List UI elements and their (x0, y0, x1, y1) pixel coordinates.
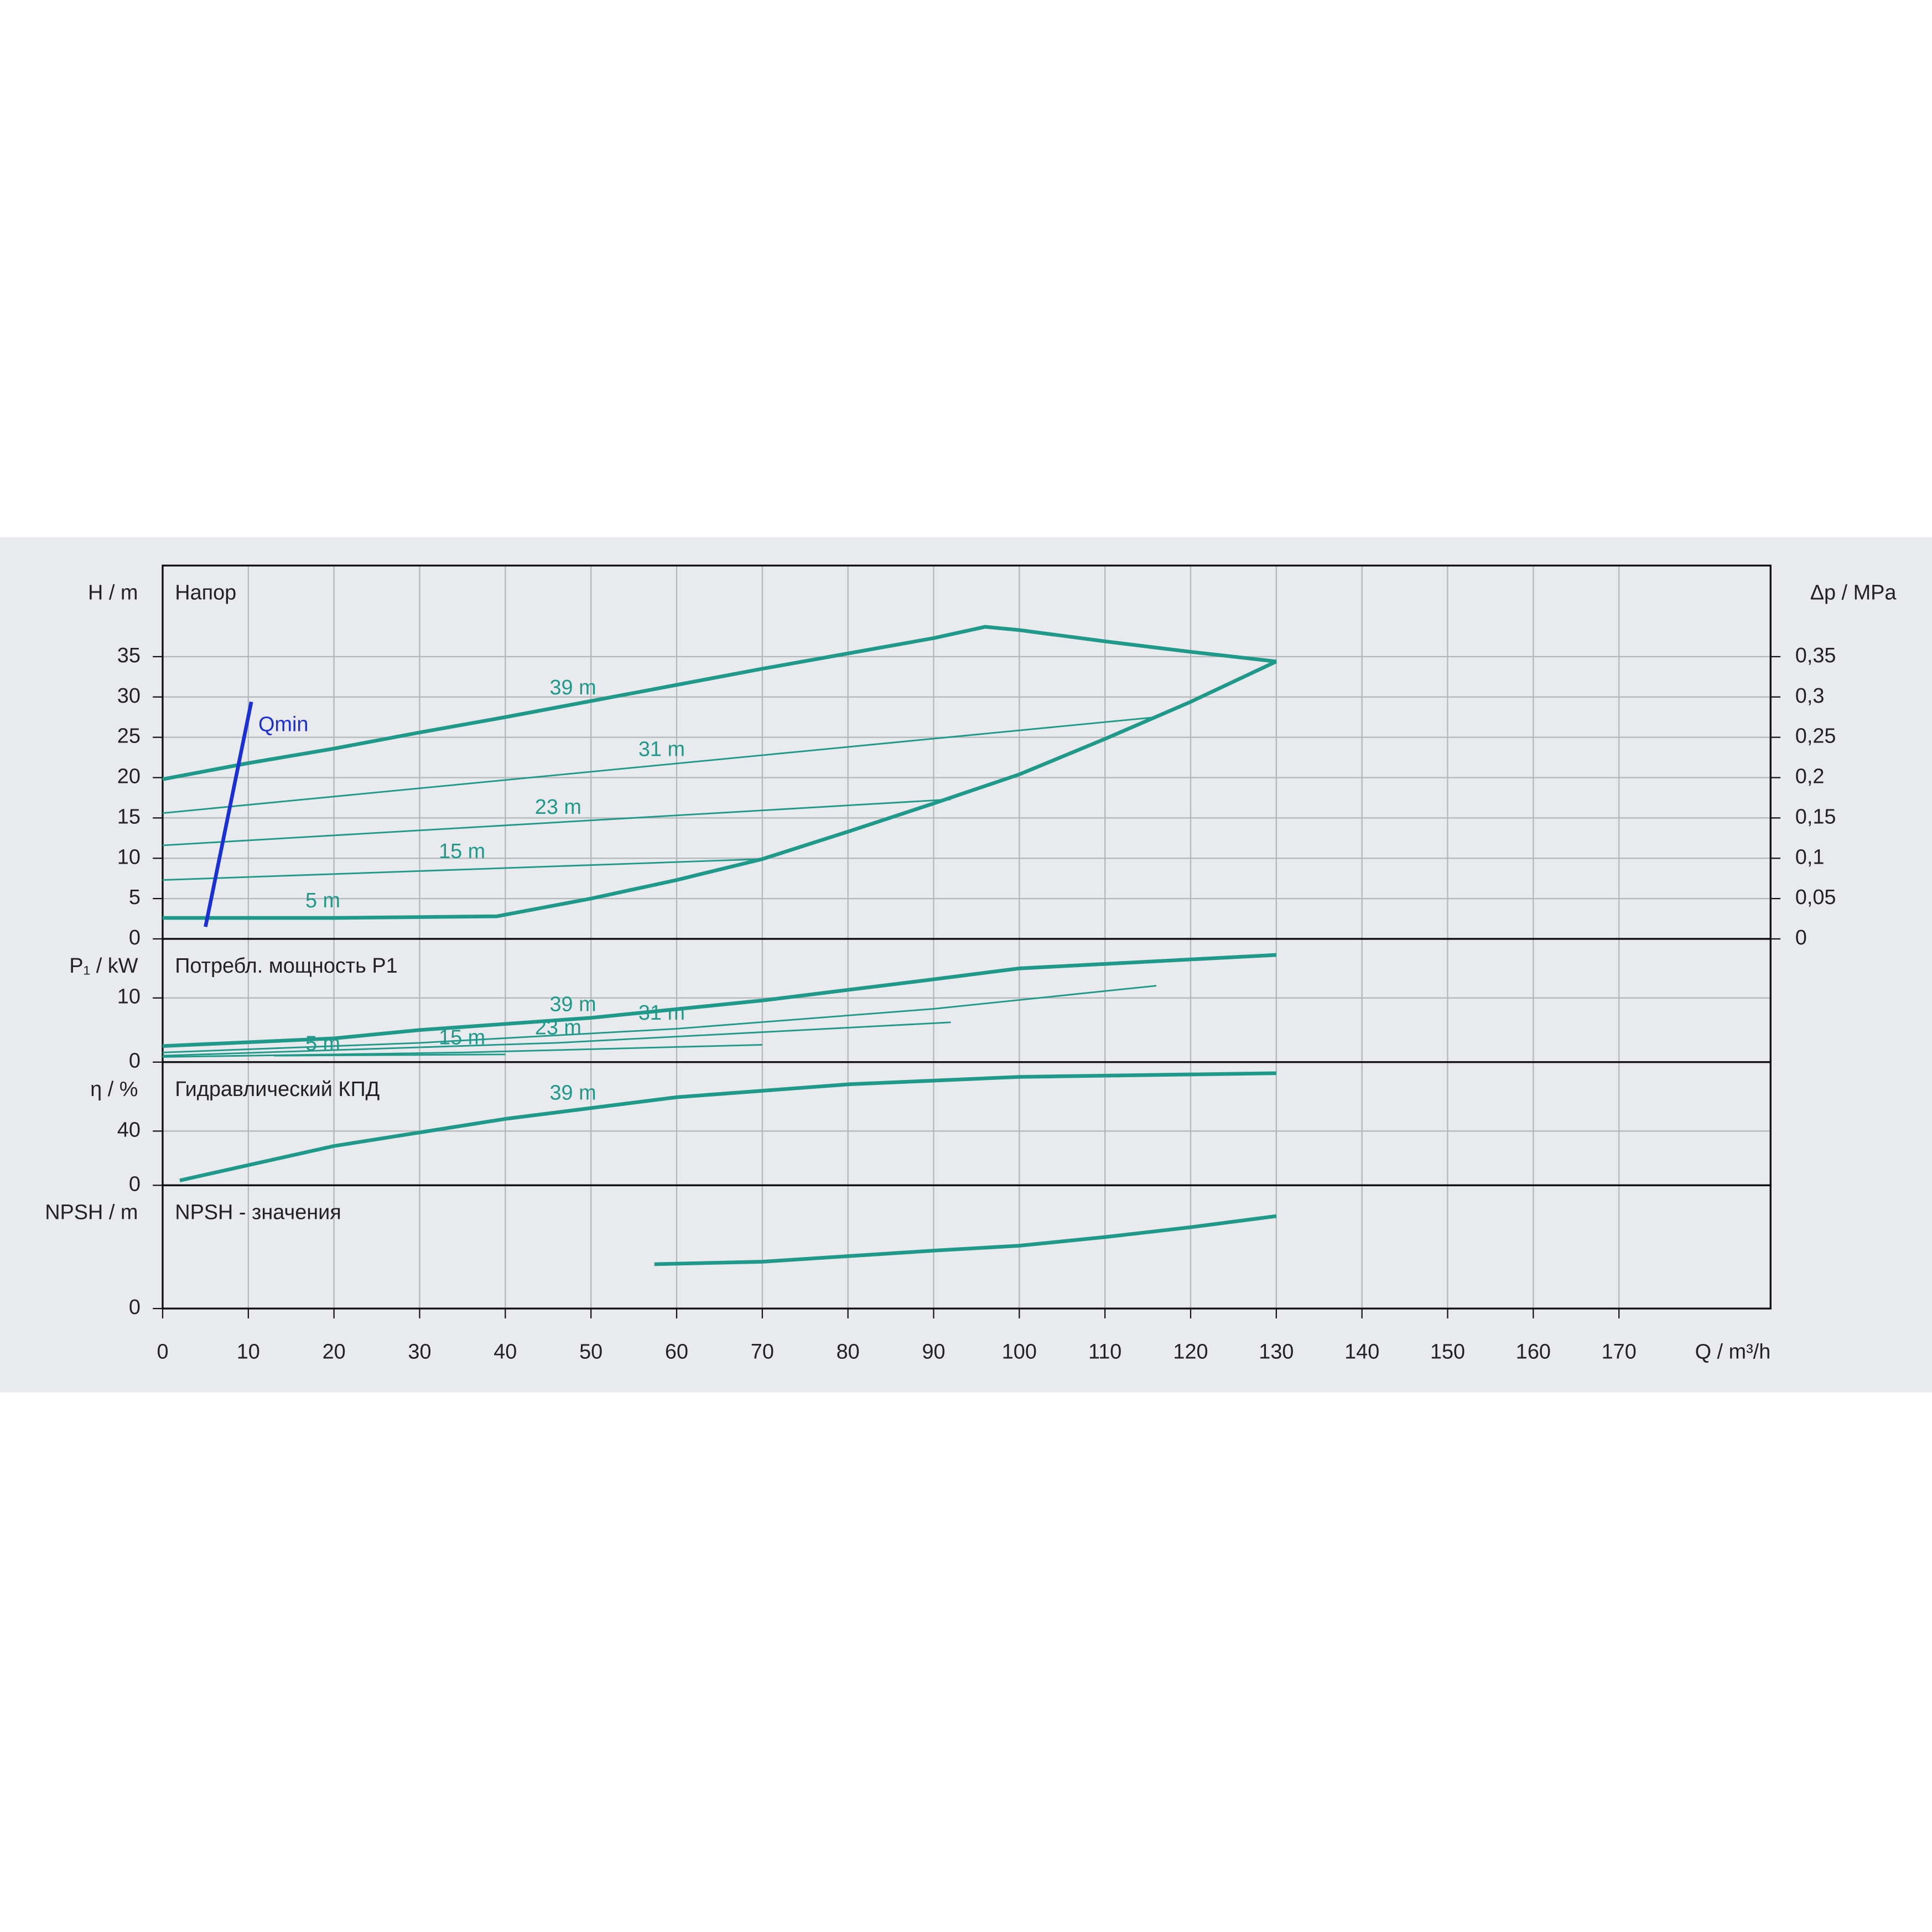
y2-tick-label: 0,1 (1795, 845, 1825, 869)
series-line (274, 1053, 506, 1057)
series-label: 23 m (535, 796, 581, 819)
x-tick-label: 90 (922, 1340, 945, 1363)
y-tick-label: 20 (117, 765, 141, 788)
series-line (162, 716, 1157, 814)
panel-title: Напор (175, 581, 236, 604)
y2-tick-label: 0,3 (1795, 684, 1825, 708)
y-tick-label: 40 (117, 1118, 141, 1141)
series-label: 5 m (305, 889, 340, 912)
y-axis-label: η / % (90, 1078, 138, 1101)
y-axis-label: NPSH / m (45, 1201, 138, 1224)
x-tick-label: 130 (1259, 1340, 1294, 1363)
x-tick-label: 20 (323, 1340, 346, 1363)
series-line (162, 625, 1277, 781)
y-tick-label: 15 (117, 805, 141, 828)
series-line (162, 858, 762, 881)
y-axis-label: P₁ / kW (69, 954, 138, 978)
x-tick-label: 70 (751, 1340, 774, 1363)
y2-axis-label: Δp / MPa (1810, 581, 1897, 604)
panel-title: Гидравлический КПД (175, 1078, 380, 1101)
series-label: 31 m (638, 738, 685, 761)
x-tick-label: 100 (1002, 1340, 1037, 1363)
series-label: 23 m (535, 1016, 581, 1040)
series-label: 15 m (439, 1026, 485, 1049)
panel-title: NPSH - значения (175, 1201, 341, 1224)
x-tick-label: 10 (237, 1340, 260, 1363)
y-tick-label: 0 (129, 1172, 141, 1196)
y2-tick-label: 0,35 (1795, 644, 1836, 667)
y2-tick-label: 0,2 (1795, 765, 1825, 788)
series-line (162, 659, 1277, 920)
y2-tick-label: 0 (1795, 926, 1807, 949)
y-axis-label: H / m (88, 581, 138, 604)
y-tick-label: 25 (117, 725, 141, 748)
series-line (162, 985, 1157, 1053)
series-label: 39 m (550, 1082, 596, 1105)
y-tick-label: 0 (129, 1050, 141, 1073)
y-tick-label: 5 (129, 886, 141, 909)
series-line (162, 1021, 951, 1057)
series-label: 31 m (638, 1001, 685, 1025)
x-tick-label: 80 (837, 1340, 860, 1363)
y-tick-label: 0 (129, 926, 141, 949)
series-line (204, 701, 253, 927)
series-line (162, 798, 951, 846)
series-label: 15 m (439, 840, 485, 863)
y-tick-label: 10 (117, 845, 141, 869)
y-tick-label: 0 (129, 1296, 141, 1319)
x-tick-label: 110 (1088, 1340, 1121, 1363)
x-tick-label: 40 (494, 1340, 517, 1363)
plot-area (162, 565, 1771, 939)
x-tick-label: 150 (1430, 1340, 1465, 1363)
x-tick-label: 160 (1516, 1340, 1551, 1363)
x-tick-label: 0 (157, 1340, 168, 1363)
x-axis-label: Q / m³/h (1695, 1340, 1771, 1363)
y2-tick-label: 0,05 (1795, 886, 1836, 909)
series-label: 39 m (550, 676, 596, 699)
y2-tick-label: 0,25 (1795, 725, 1836, 748)
panel-title: Потребл. мощность P1 (175, 954, 397, 978)
series-line (162, 1043, 762, 1058)
plot-area (162, 1062, 1771, 1186)
x-tick-label: 120 (1173, 1340, 1208, 1363)
series-label: 5 m (305, 1032, 340, 1056)
x-tick-label: 140 (1344, 1340, 1379, 1363)
series-line (162, 953, 1277, 1048)
series-label: Qmin (258, 713, 308, 736)
plot-frame (162, 1184, 1772, 1310)
x-tick-label: 170 (1602, 1340, 1637, 1363)
x-tick-label: 60 (665, 1340, 688, 1363)
x-tick-label: 30 (408, 1340, 431, 1363)
y2-tick-label: 0,15 (1795, 805, 1836, 828)
y-tick-label: 35 (117, 644, 141, 667)
y-tick-label: 10 (117, 985, 141, 1009)
series-line (179, 1071, 1276, 1182)
series-label: 39 m (550, 993, 596, 1016)
series-line (654, 1214, 1277, 1266)
x-tick-label: 50 (579, 1340, 603, 1363)
y-tick-label: 30 (117, 684, 141, 708)
